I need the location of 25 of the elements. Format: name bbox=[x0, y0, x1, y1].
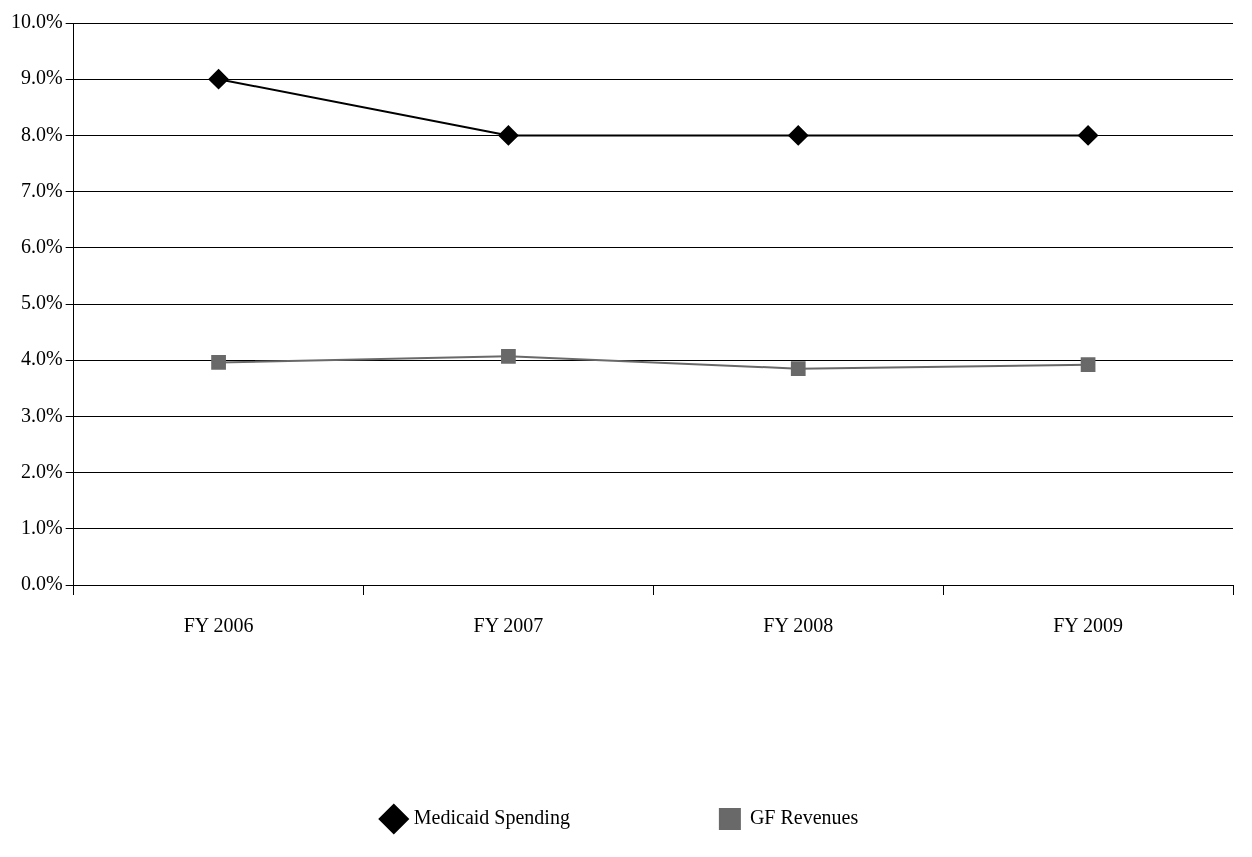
y-tick-label: 7.0% bbox=[20, 178, 63, 201]
point bbox=[501, 348, 516, 364]
x-tick-label: FY 2008 bbox=[763, 614, 834, 637]
x-tick-label: FY 2007 bbox=[473, 614, 544, 637]
y-tick-label: 8.0% bbox=[20, 122, 63, 145]
y-tick-label: 0.0% bbox=[20, 572, 63, 595]
y-tick-label: 5.0% bbox=[20, 291, 63, 314]
point bbox=[211, 355, 226, 370]
legend-label: Medicaid Spending bbox=[413, 806, 570, 830]
point bbox=[498, 125, 519, 146]
legend-label: GF Revenues bbox=[749, 806, 859, 829]
y-tick-label: 2.0% bbox=[20, 459, 63, 482]
y-tick-label: 9.0% bbox=[20, 66, 63, 89]
point bbox=[208, 69, 229, 90]
x-tick-label: FY 2006 bbox=[183, 614, 254, 637]
y-tick-label: 3.0% bbox=[20, 403, 63, 426]
x-tick-label: FY 2009 bbox=[1053, 614, 1123, 637]
point bbox=[790, 361, 806, 376]
point bbox=[788, 125, 809, 146]
y-tick-label: 1.0% bbox=[20, 516, 63, 539]
point bbox=[1078, 125, 1099, 146]
y-tick-label: 10.0% bbox=[10, 10, 63, 33]
y-tick-label: 4.0% bbox=[20, 347, 63, 370]
point bbox=[1080, 357, 1096, 373]
y-tick-label: 6.0% bbox=[20, 235, 63, 258]
